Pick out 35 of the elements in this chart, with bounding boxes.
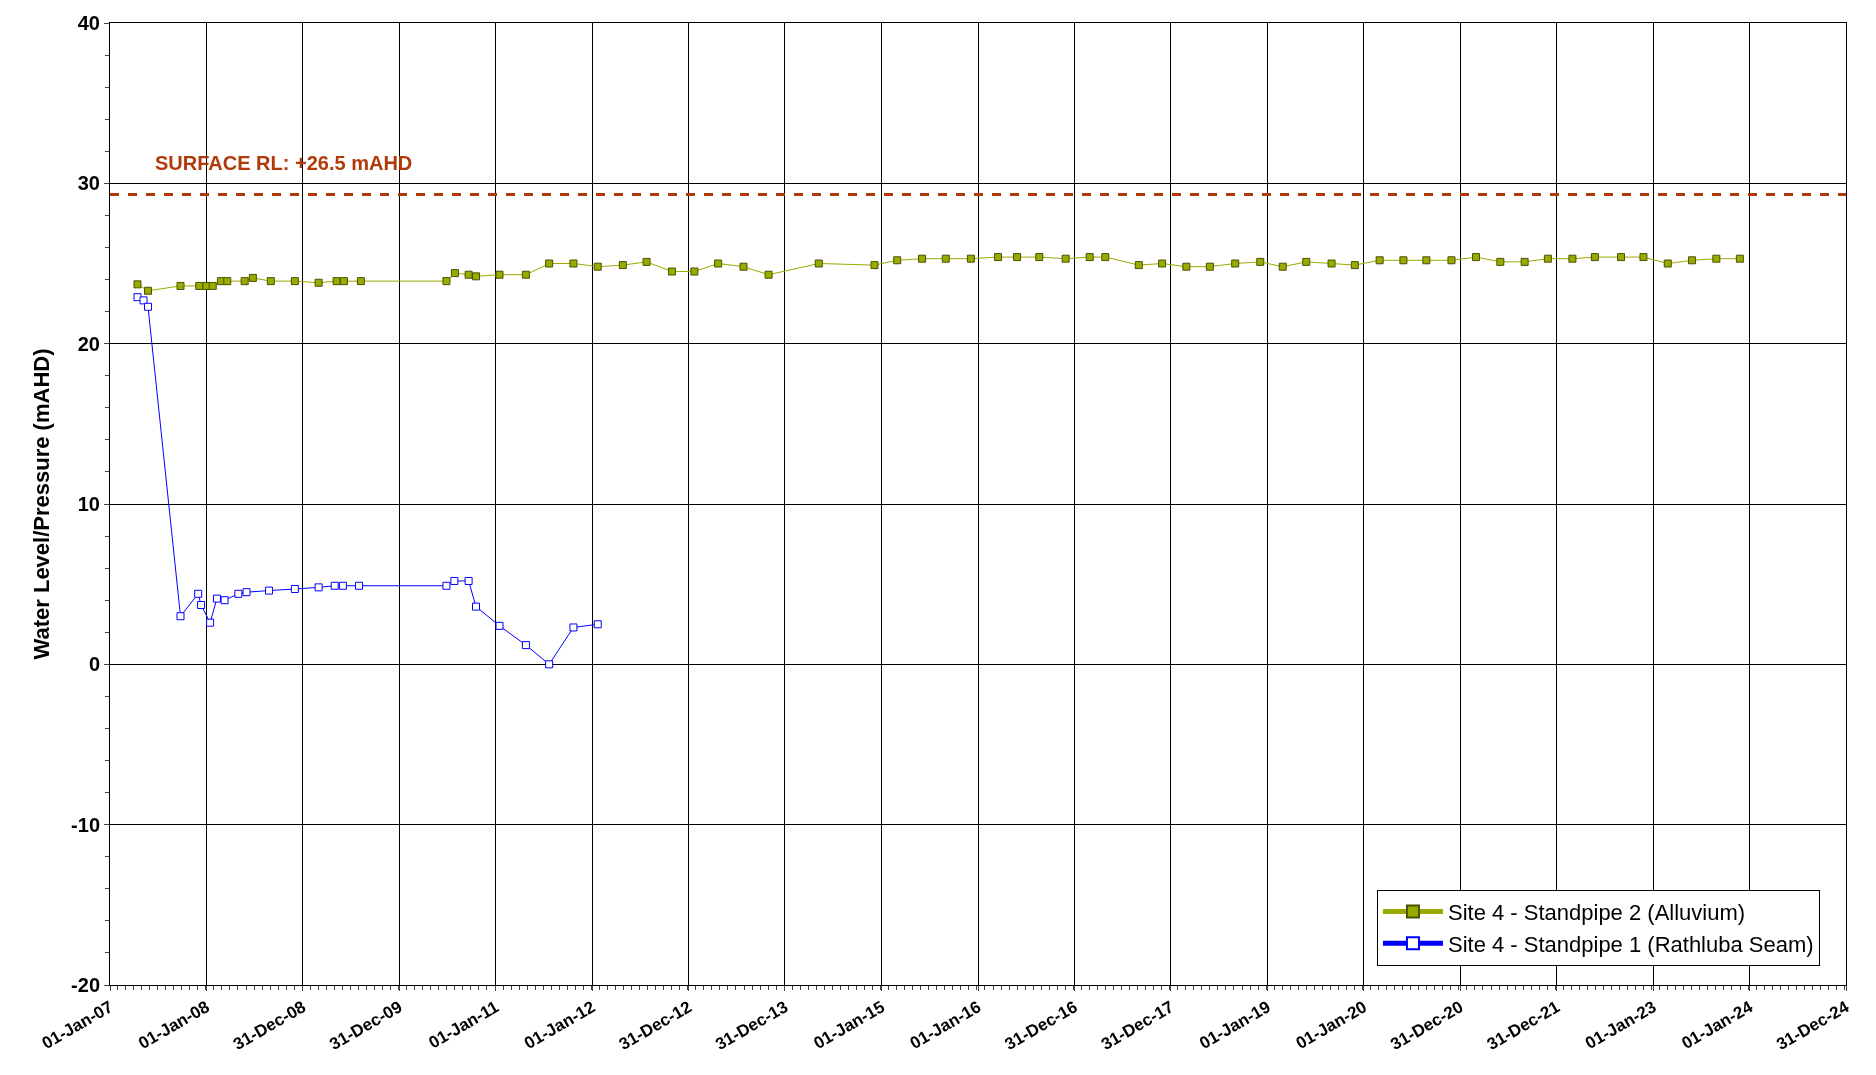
point bbox=[442, 581, 451, 590]
point bbox=[593, 620, 602, 629]
y-axis-title: Water Level/Pressure (mAHD) bbox=[28, 348, 54, 660]
y-tick-label: -20 bbox=[71, 974, 100, 996]
y-tick-label: 40 bbox=[77, 12, 100, 34]
y-tick-label: 0 bbox=[88, 653, 100, 676]
point bbox=[545, 660, 554, 669]
point bbox=[144, 302, 153, 311]
point bbox=[176, 612, 185, 621]
y-tick-label: 10 bbox=[77, 493, 100, 515]
point bbox=[264, 586, 273, 595]
point bbox=[139, 296, 148, 305]
point bbox=[234, 589, 243, 598]
point bbox=[495, 621, 504, 630]
point bbox=[212, 594, 221, 603]
point bbox=[521, 641, 530, 650]
point bbox=[290, 584, 299, 593]
point bbox=[464, 576, 473, 585]
y-tick-label: 30 bbox=[77, 172, 100, 195]
point bbox=[220, 596, 229, 605]
point bbox=[355, 581, 364, 590]
point bbox=[450, 576, 459, 585]
point bbox=[314, 583, 323, 592]
y-tick-label: -10 bbox=[71, 813, 100, 836]
point bbox=[242, 588, 251, 597]
legend-label: Site 4 - Standpipe 1 (Rathluba Seam) bbox=[1447, 931, 1814, 957]
legend-label: Site 4 - Standpipe 2 (Alluvium) bbox=[1447, 900, 1746, 926]
point bbox=[569, 623, 578, 632]
point bbox=[206, 618, 215, 627]
point bbox=[330, 581, 339, 590]
point bbox=[472, 602, 480, 611]
y-tick-label: 20 bbox=[77, 332, 100, 355]
point bbox=[338, 581, 347, 590]
point bbox=[194, 589, 203, 598]
point bbox=[197, 601, 206, 610]
